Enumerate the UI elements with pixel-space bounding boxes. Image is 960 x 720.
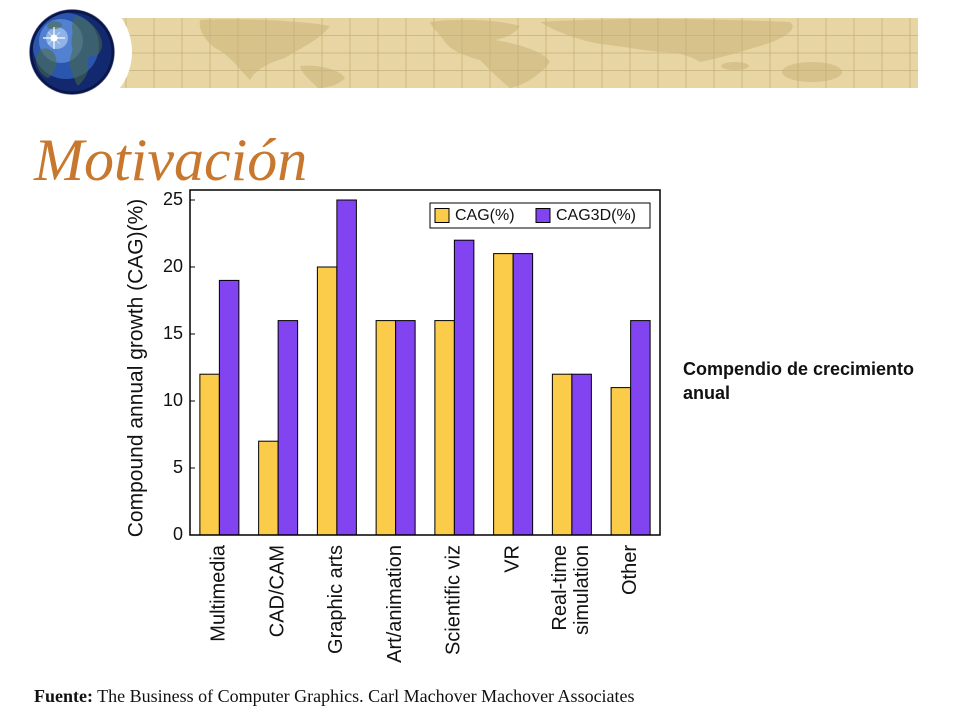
- bar-cag-cad-cam: [258, 440, 279, 536]
- y-tick-label: 5: [173, 457, 183, 477]
- y-tick-label: 10: [163, 390, 183, 410]
- bar-cag3d-real-time-simulation: [571, 373, 592, 536]
- bar-cag-graphic-arts: [316, 266, 338, 536]
- x-tick-label-art-animation: Art/animation: [384, 545, 406, 663]
- bar-cag3d-art-animation: [395, 320, 416, 536]
- y-tick-label: 15: [163, 323, 183, 343]
- x-tick-label-vr: VR: [501, 545, 523, 573]
- globe-landmass: [36, 16, 103, 86]
- continent-asia: [540, 19, 793, 62]
- globe-sparkle: [43, 27, 65, 49]
- continent-north-america: [199, 19, 330, 80]
- globe-icon: [29, 9, 115, 95]
- bar-cag3d-scientific-viz: [453, 239, 475, 536]
- x-tick-label-graphic-arts: Graphic arts: [325, 545, 347, 654]
- globe-rim: [29, 9, 115, 95]
- bar-cag-multimedia: [199, 373, 220, 536]
- globe-land-north: [47, 21, 62, 30]
- legend-label-cag: CAG(%): [455, 207, 515, 224]
- source-text: The Business of Computer Graphics. Carl …: [97, 686, 635, 706]
- bars: [199, 199, 651, 536]
- bar-cag-vr: [493, 253, 514, 536]
- legend-swatch-cag3d: [535, 208, 551, 223]
- world-map-banner: [98, 18, 918, 89]
- x-tick-label-multimedia: Multimedia: [208, 544, 230, 642]
- continent-south-america: [300, 65, 345, 88]
- bar-cag-scientific-viz: [434, 320, 455, 536]
- slide-header: [12, 0, 918, 100]
- y-tick-label: 0: [173, 524, 183, 544]
- side-note: Compendio de crecimiento anual: [683, 359, 915, 403]
- bar-cag-art-animation: [375, 320, 397, 536]
- y-axis: 0 5 10 15 20 25 Compound annual growth (CAG)(%…: [125, 189, 195, 544]
- slide-title: Motivación: [34, 127, 308, 193]
- x-tick-label-line: simulation: [571, 545, 593, 641]
- bar-cag3d-cad-cam: [277, 320, 299, 536]
- growth-bar-chart: 0 5 10 15 20 25 Compound annual growth (CAG)(%…: [125, 189, 661, 663]
- source-citation: Fuente: The Business of Computer Graphic…: [34, 686, 635, 707]
- sparkle-diagonals: [47, 31, 61, 45]
- bar-cag-real-time-simulation: [551, 373, 573, 536]
- legend-swatch-cag: [434, 208, 450, 223]
- source-label: Fuente:: [34, 686, 93, 706]
- legend-label-cag3d: CAG3D(%): [556, 207, 636, 224]
- x-axis: Multimedia CAD/CAM Graphic arts Art/animati…: [208, 544, 641, 663]
- bar-cag3d-multimedia: [218, 279, 240, 536]
- legend: CAG(%) CAG3D(%): [429, 202, 651, 229]
- x-tick-label-cad-cam: CAD/CAM: [266, 545, 288, 637]
- y-axis-label: Compound annual growth (CAG)(%): [125, 199, 148, 537]
- x-tick-label-line: Real-time: [549, 545, 571, 631]
- x-tick-label-scientific-viz: Scientific viz: [443, 545, 465, 655]
- y-tick-label: 25: [163, 189, 183, 209]
- x-tick-label-real-time-simulation: Real-time simulation: [549, 545, 593, 641]
- x-tick-label-other: Other: [619, 545, 641, 595]
- continent-islands: [721, 62, 749, 70]
- bar-cag3d-other: [630, 320, 651, 536]
- globe-land-west: [36, 48, 57, 78]
- bar-cag-other: [610, 387, 632, 536]
- plot-frame: [189, 189, 661, 536]
- y-tick-label: 20: [163, 256, 183, 276]
- globe-outer-glow: [29, 9, 115, 95]
- bar-cag3d-vr: [512, 253, 534, 536]
- bar-cag3d-graphic-arts: [336, 199, 357, 536]
- globe-land-east: [69, 16, 103, 86]
- continent-australia: [782, 62, 842, 82]
